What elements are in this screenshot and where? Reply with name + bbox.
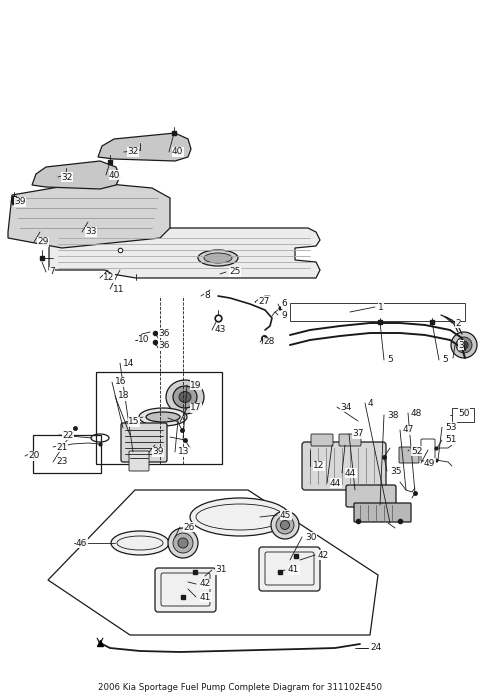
Polygon shape: [8, 182, 170, 248]
Text: 27: 27: [258, 296, 269, 306]
Text: 38: 38: [387, 411, 398, 420]
Text: 3: 3: [458, 340, 464, 349]
Text: 31: 31: [215, 565, 227, 574]
Bar: [290, 303, 465, 321]
Ellipse shape: [178, 538, 188, 548]
Text: 33: 33: [85, 228, 96, 237]
Text: 32: 32: [61, 173, 72, 182]
Text: 12: 12: [103, 274, 114, 283]
FancyBboxPatch shape: [399, 447, 419, 463]
Ellipse shape: [173, 533, 193, 553]
Text: 8: 8: [204, 292, 210, 301]
Text: 39: 39: [14, 198, 25, 207]
Text: 5: 5: [442, 356, 448, 365]
Text: 25: 25: [229, 267, 240, 276]
FancyBboxPatch shape: [311, 434, 333, 446]
Ellipse shape: [166, 380, 204, 414]
Polygon shape: [49, 228, 320, 278]
Text: 30: 30: [305, 532, 316, 541]
FancyBboxPatch shape: [259, 547, 320, 591]
Ellipse shape: [276, 516, 294, 534]
Polygon shape: [98, 133, 191, 161]
Polygon shape: [32, 161, 120, 189]
FancyBboxPatch shape: [302, 442, 386, 490]
Text: 11: 11: [113, 285, 124, 294]
Text: 36: 36: [158, 340, 169, 349]
Ellipse shape: [451, 332, 477, 358]
Text: 40: 40: [109, 171, 120, 180]
Text: 50: 50: [458, 409, 469, 418]
Text: 21: 21: [56, 443, 67, 452]
Text: 28: 28: [263, 338, 275, 347]
Ellipse shape: [456, 337, 472, 353]
Text: 32: 32: [127, 148, 138, 157]
Text: 2006 Kia Sportage Fuel Pump Complete Diagram for 311102E450: 2006 Kia Sportage Fuel Pump Complete Dia…: [98, 683, 382, 693]
FancyBboxPatch shape: [121, 423, 167, 462]
Text: 40: 40: [172, 148, 183, 157]
Text: 26: 26: [183, 523, 194, 532]
Text: 43: 43: [215, 326, 227, 335]
Text: 14: 14: [123, 358, 134, 367]
Bar: [33, 435, 101, 473]
Text: 17: 17: [190, 404, 202, 413]
Text: 23: 23: [56, 457, 67, 466]
Text: 20: 20: [28, 452, 39, 461]
Text: 44: 44: [345, 468, 356, 477]
Text: 16: 16: [115, 377, 127, 386]
Text: 22: 22: [62, 431, 73, 439]
Ellipse shape: [111, 531, 169, 555]
Ellipse shape: [460, 341, 468, 349]
Ellipse shape: [271, 511, 299, 539]
Text: 18: 18: [118, 391, 130, 400]
Text: 1: 1: [378, 303, 384, 312]
Bar: [96, 372, 222, 464]
Ellipse shape: [139, 408, 187, 426]
Text: 48: 48: [411, 409, 422, 418]
Text: 19: 19: [190, 381, 202, 390]
Ellipse shape: [179, 391, 191, 402]
FancyBboxPatch shape: [354, 503, 411, 522]
Text: 34: 34: [340, 402, 351, 411]
Ellipse shape: [280, 521, 289, 530]
Text: 51: 51: [445, 436, 456, 445]
Ellipse shape: [168, 528, 198, 558]
Text: 41: 41: [200, 592, 211, 601]
Text: 6: 6: [281, 299, 287, 308]
Ellipse shape: [146, 412, 180, 422]
Text: 44: 44: [330, 479, 341, 487]
Ellipse shape: [190, 498, 290, 536]
Text: 13: 13: [178, 448, 190, 457]
Text: 42: 42: [200, 580, 211, 589]
FancyBboxPatch shape: [155, 568, 216, 612]
Text: 9: 9: [281, 310, 287, 319]
Text: 39: 39: [152, 448, 164, 457]
Ellipse shape: [173, 386, 197, 408]
Text: 2: 2: [455, 319, 461, 328]
FancyBboxPatch shape: [346, 485, 396, 507]
Text: 36: 36: [158, 329, 169, 338]
Text: 53: 53: [445, 422, 456, 432]
Text: 24: 24: [370, 644, 381, 653]
Text: 35: 35: [390, 466, 401, 475]
FancyBboxPatch shape: [339, 434, 361, 446]
Text: 7: 7: [49, 267, 55, 276]
Text: 42: 42: [318, 551, 329, 560]
Text: 49: 49: [424, 459, 435, 468]
Text: 5: 5: [387, 356, 393, 365]
Text: 12: 12: [313, 461, 324, 470]
Ellipse shape: [204, 253, 232, 263]
Text: 52: 52: [411, 447, 422, 455]
Text: 4: 4: [368, 399, 373, 407]
Text: 45: 45: [280, 510, 291, 519]
Text: 46: 46: [76, 539, 87, 548]
Text: 47: 47: [403, 425, 414, 434]
Text: 37: 37: [352, 429, 363, 438]
Text: 41: 41: [288, 565, 300, 574]
Text: 15: 15: [128, 418, 140, 427]
FancyBboxPatch shape: [129, 451, 149, 471]
Ellipse shape: [198, 250, 238, 266]
Text: 29: 29: [37, 237, 48, 246]
Text: 10: 10: [138, 335, 149, 345]
